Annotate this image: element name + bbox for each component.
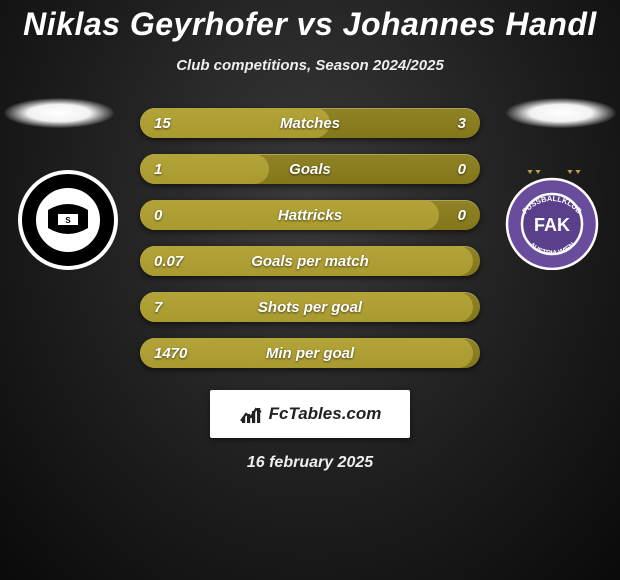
- stat-left-value: 0.07: [154, 246, 183, 276]
- stat-left-value: 15: [154, 108, 171, 138]
- player-spotlight-right: [506, 98, 616, 128]
- stat-left-value: 7: [154, 292, 162, 322]
- svg-text:FAK: FAK: [534, 215, 570, 235]
- stat-label: Goals: [140, 154, 480, 184]
- stat-bar: Goals per match0.07: [140, 246, 480, 276]
- stat-label: Min per goal: [140, 338, 480, 368]
- stat-bar: Min per goal1470: [140, 338, 480, 368]
- stat-label: Goals per match: [140, 246, 480, 276]
- stat-right-value: 3: [458, 108, 466, 138]
- stat-bar: Matches15 3: [140, 108, 480, 138]
- stat-label: Hattricks: [140, 200, 480, 230]
- stat-right-value: 0: [458, 154, 466, 184]
- stat-left-value: 0: [154, 200, 162, 230]
- chart-icon: [239, 403, 263, 425]
- stat-bar: Hattricks0 0: [140, 200, 480, 230]
- stat-bar: Shots per goal7: [140, 292, 480, 322]
- page-title: Niklas Geyrhofer vs Johannes Handl: [0, 0, 620, 43]
- svg-text:S: S: [65, 216, 71, 225]
- comparison-area: S FAK FUSSBALLKLUB AUSTRIA WIEN Matches1…: [0, 104, 620, 472]
- stats-bars: Matches153Goals10Hattricks00Goals per ma…: [140, 104, 480, 368]
- stat-label: Matches: [140, 108, 480, 138]
- stat-left-value: 1470: [154, 338, 187, 368]
- player-spotlight-left: [4, 98, 114, 128]
- stat-right-value: 0: [458, 200, 466, 230]
- stat-bar: Goals1 0: [140, 154, 480, 184]
- stat-label: Shots per goal: [140, 292, 480, 322]
- branding-badge[interactable]: FcTables.com: [210, 390, 410, 438]
- stat-left-value: 1: [154, 154, 162, 184]
- sturm-graz-crest: S: [18, 170, 118, 270]
- comparison-date: 16 february 2025: [0, 454, 620, 472]
- page-subtitle: Club competitions, Season 2024/2025: [0, 57, 620, 74]
- austria-wien-crest: FAK FUSSBALLKLUB AUSTRIA WIEN: [502, 170, 602, 270]
- branding-label: FcTables.com: [269, 404, 382, 424]
